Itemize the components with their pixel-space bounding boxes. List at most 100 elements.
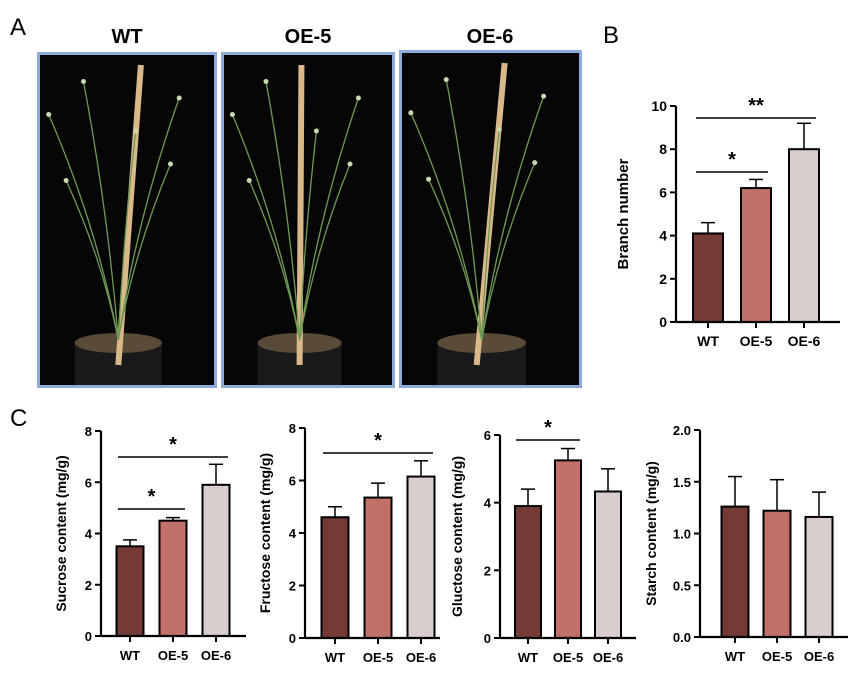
stem (117, 97, 180, 341)
significance-marker: * (374, 430, 382, 452)
bar-wt (115, 545, 145, 637)
x-tick-label: WT (725, 649, 745, 664)
bar-oe-6 (201, 483, 231, 637)
plant-illustration (408, 62, 547, 385)
y-tick-label: 8 (85, 424, 92, 439)
y-tick-label: 1.5 (673, 475, 691, 490)
y-axis-label: Branch number (615, 158, 632, 269)
flower-cluster (313, 128, 319, 134)
bar-wt (514, 505, 542, 639)
panel-label-a: A (10, 14, 27, 41)
x-tick-label: OE-5 (363, 650, 393, 665)
bar-oe-5 (762, 509, 792, 639)
x-tick-label: OE-5 (740, 333, 773, 349)
flower-cluster (532, 160, 538, 166)
y-tick-label: 2 (484, 563, 491, 578)
x-tick-label: OE-6 (201, 648, 231, 663)
chart-starch: WT OE-5 OE-6 0.0 0.5 1.0 1.5 2.0 Starch content … (643, 423, 848, 664)
y-tick-label: 6 (659, 184, 667, 200)
stem (117, 130, 137, 341)
y-tick-label: 0.0 (673, 630, 691, 645)
flower-cluster (246, 178, 252, 183)
bar-oe-5 (363, 496, 393, 639)
plant-photo-wt (37, 52, 217, 388)
y-tick-label: 4 (289, 526, 297, 541)
panel-label-b: B (603, 22, 620, 49)
y-tick-label: 8 (289, 421, 296, 436)
x-tick-label: OE-6 (788, 333, 821, 349)
y-tick-label: 2 (85, 578, 92, 593)
y-tick-label: 4 (484, 496, 492, 511)
chart-fructose: WT OE-5 OE-6 0 2 4 6 8 Fructose content (mg/g) * (257, 421, 440, 665)
y-tick-label: 8 (659, 141, 667, 157)
bar-oe-6 (788, 148, 820, 323)
y-tick-label: 0 (484, 631, 491, 646)
plant-illustration (46, 64, 182, 385)
plant-photo-oe5 (221, 52, 395, 388)
bar-wt (320, 516, 350, 639)
x-tick-label: OE-6 (593, 650, 623, 665)
photo-title-oe5: OE-5 (284, 26, 332, 48)
bar-wt (692, 232, 724, 323)
bar-oe-6 (594, 490, 622, 640)
x-tick-label: OE-5 (762, 649, 792, 664)
y-tick-label: 2.0 (673, 423, 691, 438)
stem (298, 97, 360, 341)
y-tick-label: 10 (651, 98, 667, 114)
stem (445, 79, 483, 341)
y-tick-label: 0 (659, 314, 667, 330)
significance-marker: * (169, 434, 177, 456)
flower-cluster (168, 161, 173, 167)
flower-cluster (426, 176, 432, 182)
y-tick-label: 6 (289, 474, 296, 489)
stem (298, 163, 351, 341)
x-tick-label: WT (697, 333, 719, 349)
y-tick-label: 1.0 (673, 527, 691, 542)
x-tick-label: OE-5 (553, 650, 583, 665)
bar-oe-5 (554, 459, 582, 639)
flower-cluster (133, 128, 139, 134)
bar-oe-5 (158, 519, 188, 637)
chart-glucose: WT OE-5 OE-6 0 2 4 6 Gluctose content (mg/g) * (449, 417, 636, 665)
significance-marker: ** (748, 95, 764, 117)
flower-cluster (63, 178, 69, 183)
photo-title-oe6: OE-6 (466, 26, 514, 48)
flower-cluster (496, 126, 502, 132)
y-axis-label: Gluctose content (mg/g) (449, 456, 465, 617)
x-tick-label: WT (120, 648, 140, 663)
y-axis-label: Sucrose content (mg/g) (53, 455, 69, 611)
panel-label-c: C (10, 405, 28, 432)
x-tick-label: WT (518, 650, 538, 665)
stem (82, 81, 119, 341)
stem (481, 162, 536, 341)
y-tick-label: 4 (85, 527, 93, 542)
stem (481, 129, 500, 341)
flower-cluster (46, 112, 52, 117)
y-tick-label: 0.5 (673, 578, 691, 593)
stem (298, 130, 318, 341)
y-tick-label: 6 (85, 475, 92, 490)
stem (65, 180, 119, 341)
y-tick-label: 0 (85, 629, 92, 644)
y-tick-label: 6 (484, 428, 491, 443)
x-tick-label: OE-6 (406, 650, 436, 665)
y-axis-label: Fructose content (mg/g) (257, 453, 273, 613)
stem (117, 163, 172, 341)
x-tick-label: OE-6 (804, 649, 834, 664)
bar-oe-6 (804, 515, 834, 638)
flower-cluster (176, 95, 182, 101)
plant-illustration (229, 64, 361, 385)
flower-cluster (408, 110, 414, 116)
stem (265, 81, 301, 341)
flower-cluster (229, 112, 235, 117)
stem (427, 178, 483, 341)
y-tick-label: 2 (659, 271, 667, 287)
significance-marker: * (544, 417, 552, 439)
flower-cluster (81, 79, 86, 84)
y-axis-label: Starch content (mg/g) (643, 461, 659, 606)
significance-marker: * (728, 149, 736, 171)
flower-cluster (443, 77, 449, 83)
y-tick-label: 0 (289, 631, 296, 646)
